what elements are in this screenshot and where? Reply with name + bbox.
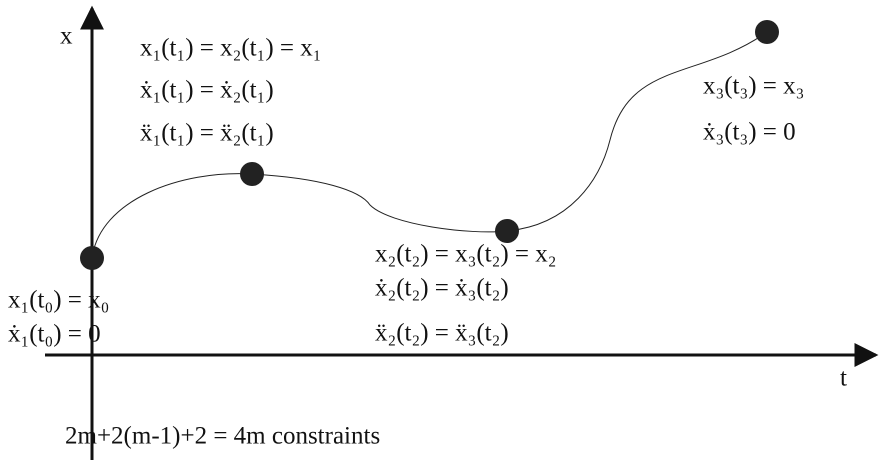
x-axis-label: t: [840, 365, 847, 392]
constraint: ẋ₁(t₁) = ẋ₂(t₁): [140, 77, 274, 104]
caption: 2m+2(m-1)+2 = 4m constraints: [65, 423, 380, 450]
constraint: x₁(t₀) = x₀: [8, 287, 109, 314]
point: [755, 20, 779, 44]
y-axis-label: x: [60, 23, 73, 50]
constraint: x₁(t₁) = x₂(t₁) = x₁: [140, 35, 321, 62]
point: [495, 219, 519, 243]
constraint: ẋ₂(t₂) = ẋ₃(t₂): [375, 275, 509, 302]
constraint: ẍ₁(t₁) = ẍ₂(t₁): [140, 120, 274, 147]
point: [240, 162, 264, 186]
point: [80, 246, 104, 270]
constraint: x₂(t₂) = x₃(t₂) = x₂: [375, 241, 556, 268]
trajectory: [91, 31, 768, 259]
constraint: ẍ₂(t₂) = ẍ₃(t₂): [375, 320, 509, 347]
constraint: ẋ₃(t₃) = 0: [703, 119, 796, 146]
constraint: ẋ₁(t₀) = 0: [8, 321, 101, 348]
constraint: x₃(t₃) = x₃: [703, 73, 804, 100]
